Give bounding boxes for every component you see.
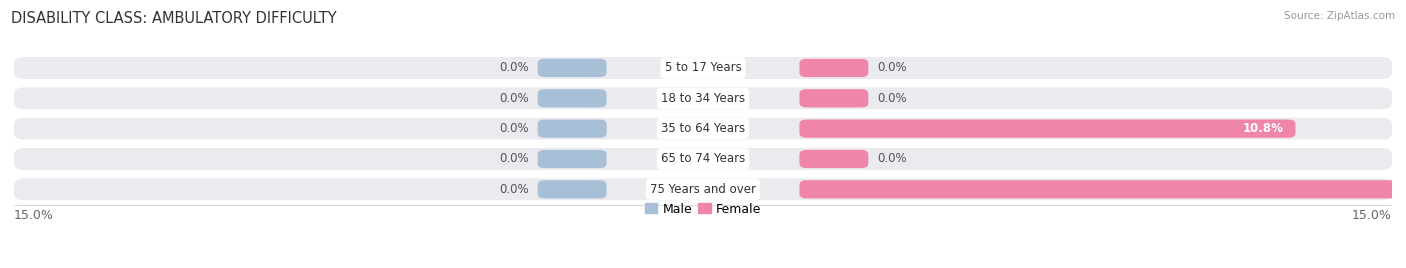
FancyBboxPatch shape xyxy=(800,180,1406,198)
FancyBboxPatch shape xyxy=(14,148,1392,170)
FancyBboxPatch shape xyxy=(800,120,1295,138)
Text: 18 to 34 Years: 18 to 34 Years xyxy=(661,92,745,105)
Text: 14.3%: 14.3% xyxy=(1403,183,1406,196)
Text: Source: ZipAtlas.com: Source: ZipAtlas.com xyxy=(1284,11,1395,21)
FancyBboxPatch shape xyxy=(537,59,606,77)
Text: 10.8%: 10.8% xyxy=(1243,122,1284,135)
Text: 0.0%: 0.0% xyxy=(499,183,529,196)
FancyBboxPatch shape xyxy=(14,118,1392,140)
Text: 0.0%: 0.0% xyxy=(877,92,907,105)
FancyBboxPatch shape xyxy=(537,120,606,138)
Text: 15.0%: 15.0% xyxy=(14,209,53,222)
FancyBboxPatch shape xyxy=(800,89,869,107)
FancyBboxPatch shape xyxy=(14,178,1392,200)
Text: 0.0%: 0.0% xyxy=(499,122,529,135)
Legend: Male, Female: Male, Female xyxy=(645,203,761,216)
Text: 15.0%: 15.0% xyxy=(1353,209,1392,222)
Text: 35 to 64 Years: 35 to 64 Years xyxy=(661,122,745,135)
Text: 65 to 74 Years: 65 to 74 Years xyxy=(661,152,745,165)
Text: 75 Years and over: 75 Years and over xyxy=(650,183,756,196)
Text: 0.0%: 0.0% xyxy=(877,152,907,165)
FancyBboxPatch shape xyxy=(14,87,1392,109)
FancyBboxPatch shape xyxy=(537,89,606,107)
Text: 0.0%: 0.0% xyxy=(877,61,907,75)
Text: DISABILITY CLASS: AMBULATORY DIFFICULTY: DISABILITY CLASS: AMBULATORY DIFFICULTY xyxy=(11,11,337,26)
FancyBboxPatch shape xyxy=(800,59,869,77)
FancyBboxPatch shape xyxy=(537,150,606,168)
Text: 5 to 17 Years: 5 to 17 Years xyxy=(665,61,741,75)
Text: 0.0%: 0.0% xyxy=(499,152,529,165)
FancyBboxPatch shape xyxy=(14,57,1392,79)
FancyBboxPatch shape xyxy=(537,180,606,198)
FancyBboxPatch shape xyxy=(800,150,869,168)
Text: 0.0%: 0.0% xyxy=(499,61,529,75)
Text: 0.0%: 0.0% xyxy=(499,92,529,105)
